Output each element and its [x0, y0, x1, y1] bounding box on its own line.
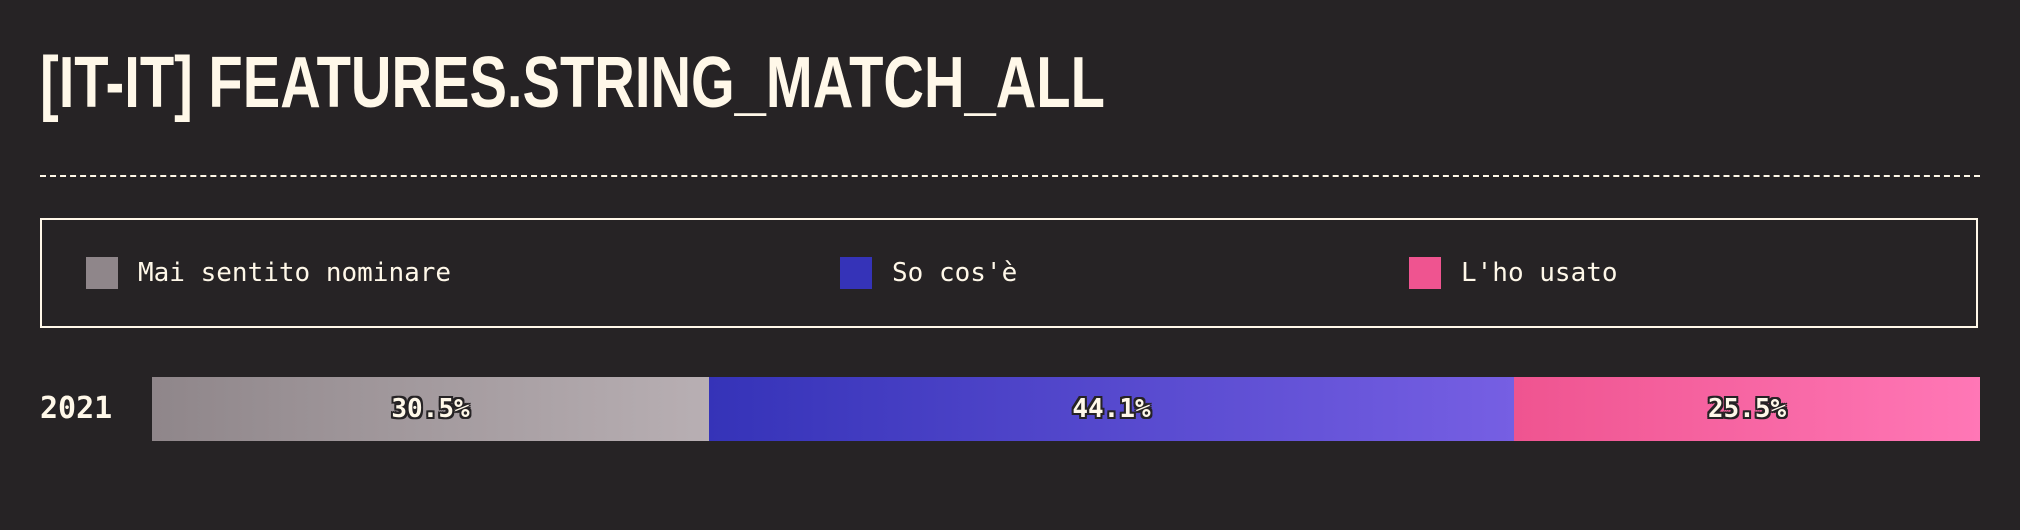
chart-title: [IT-IT] FEATURES.STRING_MATCH_ALL [40, 43, 1105, 123]
title-divider [40, 175, 1980, 177]
legend-label-mai-sentito-nominare: Mai sentito nominare [138, 258, 452, 288]
legend-item-lho-usato[interactable]: L'ho usato [1409, 220, 1618, 326]
data-label-so-cos-e: 44.1% [1072, 394, 1151, 424]
chart-row-2021: 2021 30.5% 44.1% 25.5% [40, 377, 1980, 441]
legend-label-so-cose: So cos'è [892, 258, 1018, 288]
legend-swatch-so-cose [840, 257, 872, 289]
legend-swatch-mai-sentito-nominare [86, 257, 118, 289]
stacked-bar-2021: 30.5% 44.1% 25.5% [152, 377, 1980, 441]
legend-item-so-cose[interactable]: So cos'è [840, 220, 1017, 326]
legend-swatch-lho-usato [1409, 257, 1441, 289]
legend-label-lho-usato: L'ho usato [1461, 258, 1618, 288]
bar-segment-mai-sentito-nominare[interactable]: 30.5% [152, 377, 709, 441]
bar-segment-so-cos-e[interactable]: 44.1% [709, 377, 1514, 441]
category-label-2021: 2021 [40, 391, 113, 426]
chart-legend: Mai sentito nominare So cos'è L'ho usato [40, 218, 1978, 328]
legend-item-mai-sentito-nominare[interactable]: Mai sentito nominare [86, 220, 451, 326]
data-label-l-ho-usato: 25.5% [1707, 394, 1787, 424]
bar-segment-l-ho-usato[interactable]: 25.5% [1514, 377, 1980, 441]
data-label-mai-sentito-nominare: 30.5% [391, 394, 470, 424]
